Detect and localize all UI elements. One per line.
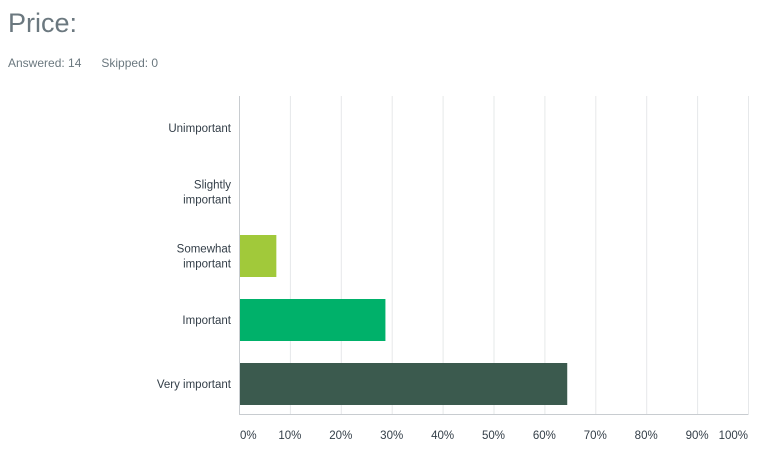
x-tick-label: 20% (329, 430, 352, 442)
answered-count: Answered: 14 (8, 56, 82, 70)
x-tick-label: 80% (635, 430, 658, 442)
x-tick-label: 10% (278, 430, 301, 442)
x-tick-label: 60% (533, 430, 556, 442)
x-tick-label: 100% (719, 430, 748, 442)
question-title: Price: (8, 8, 78, 38)
bar (240, 363, 568, 405)
skipped-count: Skipped: 0 (101, 56, 159, 70)
category-label: Important (182, 315, 231, 327)
x-tick-label: 0% (240, 430, 257, 442)
bar (240, 235, 277, 277)
x-tick-label: 70% (584, 430, 607, 442)
bar (240, 299, 386, 341)
x-tick-label: 40% (431, 430, 454, 442)
category-label: Slightly important (183, 180, 232, 207)
category-label: Somewhat important (177, 244, 232, 271)
response-summary: Answered: 14 Skipped: 0 (8, 55, 158, 71)
x-tick-label: 50% (482, 430, 505, 442)
category-label: Very important (157, 379, 232, 391)
x-tick-label: 90% (686, 430, 709, 442)
category-label: Unimportant (168, 123, 231, 135)
x-tick-label: 30% (380, 430, 403, 442)
